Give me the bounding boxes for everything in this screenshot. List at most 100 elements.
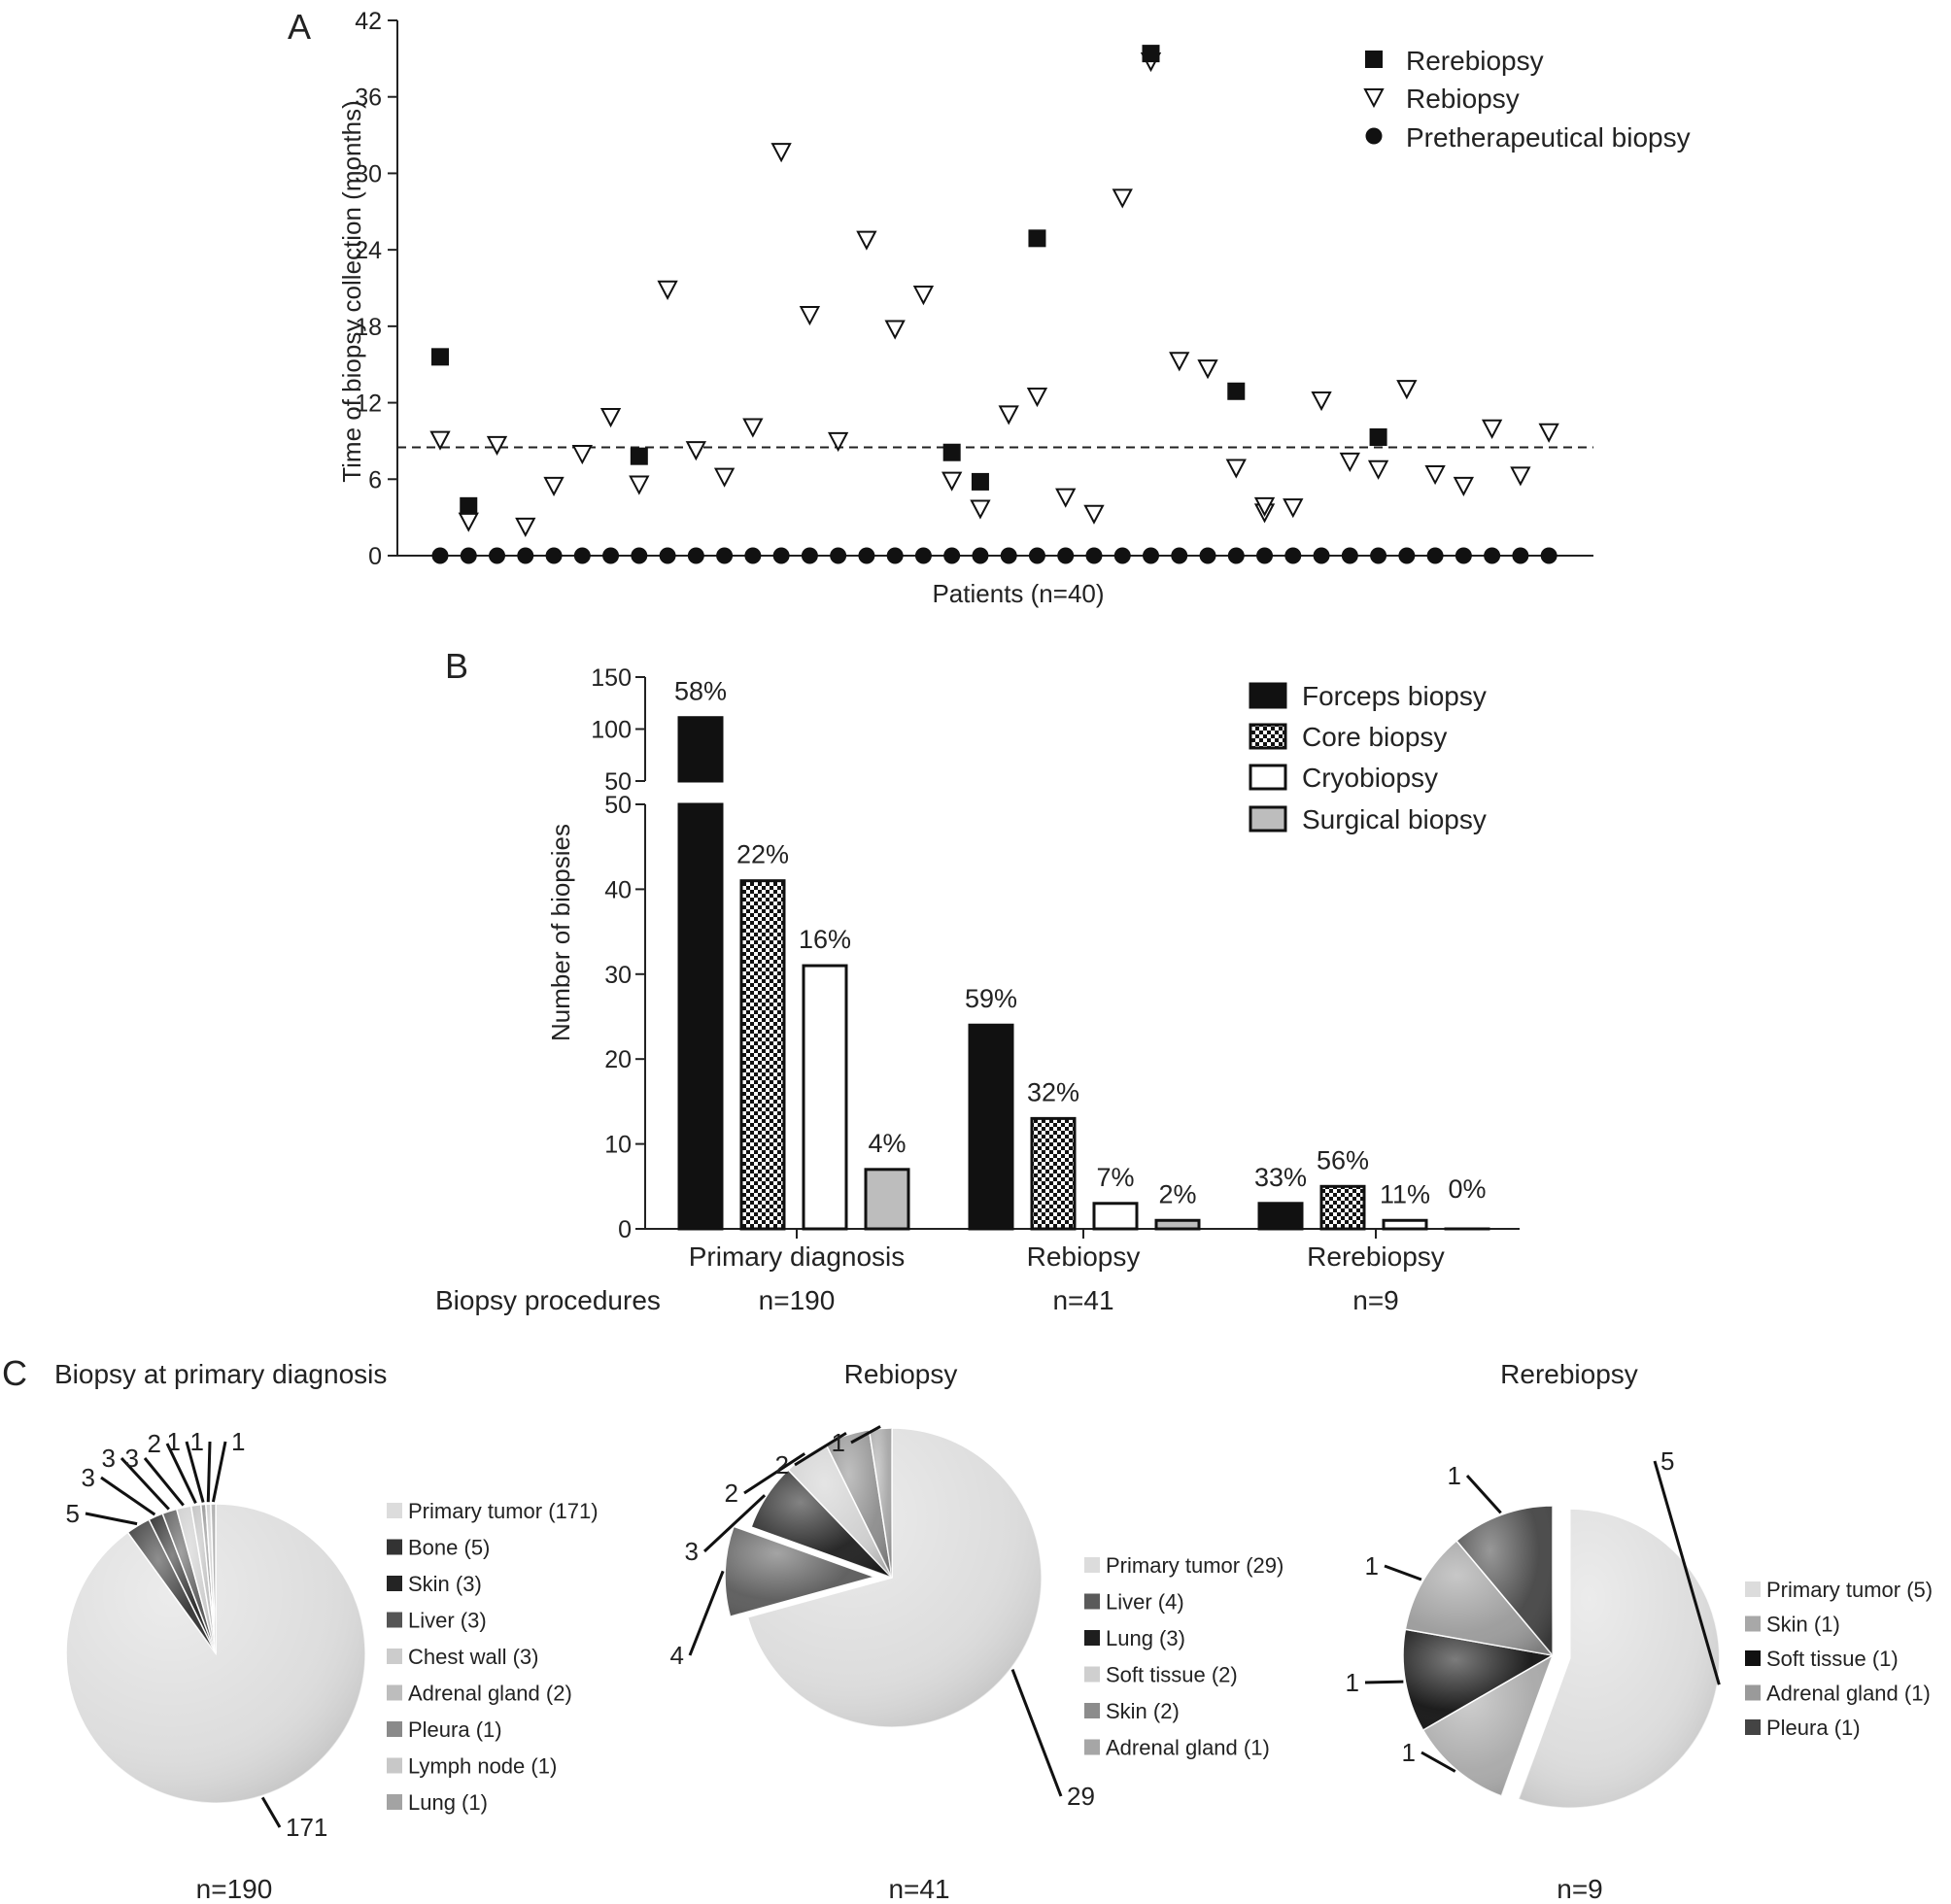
pie2-title: Rebiopsy <box>844 1359 958 1389</box>
pie1-legend-swatch <box>387 1757 402 1774</box>
scatter-point-open-triangle-down <box>856 230 877 251</box>
pie1-slice-shade <box>210 1504 216 1653</box>
pie3-slice-shade <box>1456 1506 1553 1655</box>
pie3-legend-swatch <box>1745 1684 1761 1701</box>
pie3-chart: 5 1 1 1 1 Primary tumor (5) Skin (1) Soft tissu… <box>1346 1446 1933 1809</box>
bar-y-tick-label: 10 <box>604 1132 632 1159</box>
scatter-point-open-triangle-down <box>486 435 508 457</box>
scatter-point-filled-square <box>942 443 961 461</box>
pie3-title: Rerebiopsy <box>1500 1359 1638 1389</box>
pie1-slice-shade <box>162 1509 216 1653</box>
bar-percent-label: 59% <box>965 984 1017 1013</box>
pie2-value-label: 29 <box>1067 1782 1095 1811</box>
pie3-legend-swatch <box>1745 1719 1761 1735</box>
pie1-legend-swatch <box>387 1684 402 1701</box>
scatter-y-tick-label: 42 <box>355 8 382 35</box>
scatter-point-open-triangle-down <box>1367 459 1389 480</box>
pie1-legend-label: Adrenal gland (2) <box>408 1682 572 1706</box>
scatter-point-filled-square <box>460 496 478 515</box>
pie2-leader-line <box>702 1494 767 1553</box>
pie1-value-label: 3 <box>82 1463 95 1492</box>
bar-percent-label: 22% <box>736 840 789 869</box>
scatter-point-filled-square <box>1142 45 1160 63</box>
pie3-slice-shade <box>1405 1541 1553 1655</box>
bar <box>677 802 724 1231</box>
scatter-point-filled-square <box>431 348 449 366</box>
pie1-value-label: 5 <box>66 1499 80 1528</box>
pie1-legend-swatch <box>387 1612 402 1628</box>
scatter-point-open-triangle-down <box>1510 466 1531 487</box>
scatter-point-filled-circle <box>1540 547 1557 564</box>
pie1-value-label: 3 <box>125 1444 139 1473</box>
pie1-legend-label: Lymph node (1) <box>408 1754 557 1779</box>
panel-label-c: C <box>2 1353 27 1393</box>
pie3-slice-shade <box>1422 1655 1553 1796</box>
scatter-point-filled-circle <box>460 547 477 564</box>
scatter-point-open-triangle-down <box>998 405 1019 425</box>
scatter-y-tick-label: 0 <box>368 543 382 570</box>
pie2-slice-shade <box>788 1443 892 1578</box>
bar-percent-label: 33% <box>1254 1163 1307 1192</box>
pie3-legend-swatch <box>1745 1615 1761 1632</box>
scatter-point-filled-circle <box>1171 547 1188 564</box>
pie3-value-label: 1 <box>1365 1551 1379 1581</box>
pie2-legend-swatch <box>1084 1557 1100 1573</box>
pie1-leader-line <box>211 1441 227 1503</box>
pie2-legend-swatch <box>1084 1630 1100 1646</box>
pie1-leader-line <box>120 1456 170 1511</box>
scatter-point-open-triangle-down <box>1424 465 1446 486</box>
bar <box>1257 1202 1304 1231</box>
pie2-legend-label: Skin (2) <box>1106 1699 1180 1723</box>
pie3-slice-shade <box>1403 1629 1553 1730</box>
pie2-legend-swatch <box>1084 1666 1100 1683</box>
pie1-slice-shade <box>205 1504 216 1653</box>
bar-category-label: Rebiopsy <box>1027 1241 1141 1272</box>
pie3-leader-line <box>1465 1474 1502 1514</box>
scatter-point-filled-circle <box>1484 547 1501 564</box>
scatter-point-open-triangle-down <box>1169 352 1190 372</box>
scatter-point-open-triangle-down <box>1538 423 1559 443</box>
scatter-point-filled-square <box>971 472 989 491</box>
pie1-leader-line <box>165 1443 197 1505</box>
pie3-value-label: 5 <box>1660 1446 1674 1476</box>
pie2-leader-line <box>794 1431 847 1467</box>
pie1-legend-label: Liver (3) <box>408 1609 487 1633</box>
scatter-point-open-triangle-down <box>1283 498 1304 519</box>
pie1-value-label: 3 <box>102 1444 116 1473</box>
scatter-point-open-triangle-down <box>912 286 935 306</box>
scatter-y-axis-title: Time of biopsy collection (months) <box>337 100 366 483</box>
pie1-leader-line <box>85 1512 138 1526</box>
bar-percent-label: 16% <box>799 925 851 954</box>
scatter-point-filled-circle <box>489 547 506 564</box>
pie3-leader-line <box>1364 1680 1404 1684</box>
scatter-point-open-triangle-down <box>515 517 536 537</box>
pie3-value-label: 1 <box>1402 1738 1416 1767</box>
pie1-slice-shade <box>200 1504 216 1653</box>
scatter-point-filled-circle <box>1284 547 1302 564</box>
pie1-leader-line <box>143 1457 185 1507</box>
scatter-legend-label: Pretherapeutical biopsy <box>1406 122 1691 153</box>
scatter-point-filled-circle <box>1370 547 1387 564</box>
pie1-value-label: 1 <box>167 1427 181 1456</box>
pie1-title: Biopsy at primary diagnosis <box>54 1359 387 1389</box>
scatter-y-tick-label: 6 <box>368 466 382 493</box>
scatter-point-filled-circle <box>1199 547 1216 564</box>
scatter-point-filled-circle <box>1227 547 1245 564</box>
pie1-slice-shade <box>190 1504 216 1653</box>
scatter-point-open-triangle-down <box>1225 459 1247 479</box>
pie1-slice-shade <box>127 1519 216 1653</box>
pie2-slice-shade <box>825 1429 892 1578</box>
pie1-leader-line <box>100 1476 156 1516</box>
bar-percent-label: 0% <box>1448 1174 1486 1204</box>
scatter-point-filled-square <box>1369 427 1387 446</box>
pie3-legend-label: Skin (1) <box>1766 1613 1840 1637</box>
scatter-legend-marker <box>1363 88 1385 109</box>
bar <box>968 1023 1014 1231</box>
bar-category-n: n=41 <box>1052 1285 1113 1315</box>
bar-y-tick-label: 100 <box>591 717 632 744</box>
pie3-n: n=9 <box>1557 1874 1603 1904</box>
scatter-point-open-triangle-down <box>599 408 622 428</box>
bar-legend-swatch <box>1249 805 1287 833</box>
